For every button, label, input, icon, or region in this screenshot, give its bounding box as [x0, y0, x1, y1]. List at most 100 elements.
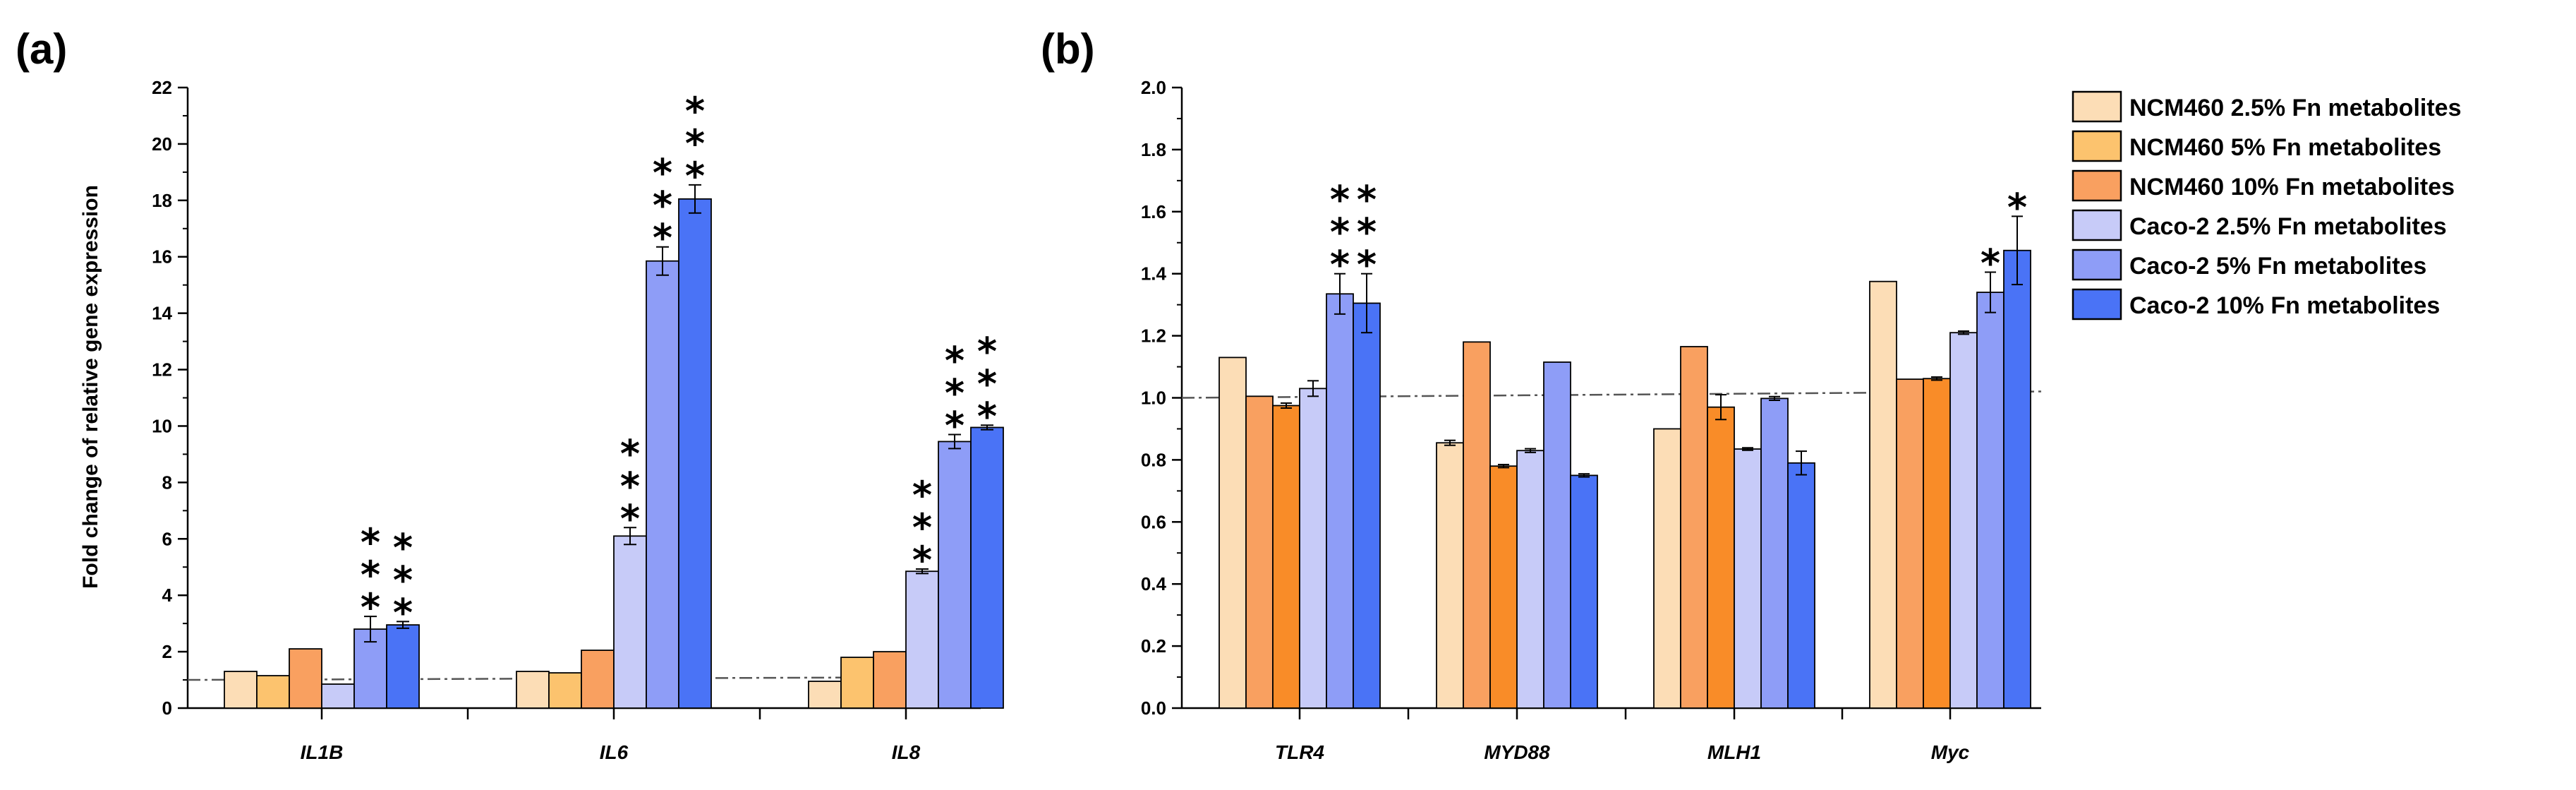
significance-star-a: * [977, 329, 997, 373]
bar-b [1272, 405, 1300, 709]
significance-star-a: * [685, 121, 705, 166]
bar-b [1976, 292, 2004, 709]
y-tick-label-a: 20 [152, 133, 172, 155]
y-tick-label-b: 0.6 [1141, 511, 1166, 532]
significance-star-b: * [1330, 210, 1350, 255]
y-tick-label-a: 22 [152, 77, 172, 98]
significance-star-b: * [1981, 241, 2000, 286]
y-tick-label-b: 0.8 [1141, 449, 1166, 470]
category-label-b: TLR4 [1275, 741, 1324, 763]
y-axis-title-a: Fold change of relative gene expression [79, 185, 102, 589]
significance-star-a: * [653, 216, 672, 261]
bar-b [1245, 395, 1274, 709]
significance-star-b: * [1357, 178, 1377, 222]
bar-b [1869, 280, 1897, 709]
significance-star-a: * [653, 184, 672, 228]
y-tick-label-a: 14 [152, 303, 172, 324]
legend-label-0: NCM460 2.5% Fn metabolites [2129, 95, 2461, 121]
significance-star-b: * [1330, 178, 1350, 222]
bar-a [646, 260, 679, 709]
bar-a [970, 426, 1004, 709]
y-tick-label-a: 10 [152, 415, 172, 436]
legend-swatch-1 [2072, 130, 2122, 162]
significance-star-a: * [361, 553, 380, 597]
significance-star-a: * [393, 558, 413, 602]
bar-b [1516, 450, 1544, 709]
significance-star-a: * [912, 473, 932, 517]
legend-label-1: NCM460 5% Fn metabolites [2129, 134, 2441, 161]
bar-b [1436, 442, 1464, 709]
category-label-b: Myc [1931, 741, 1970, 763]
bar-b [1680, 346, 1708, 709]
bar-b [1653, 428, 1681, 709]
significance-star-a: * [620, 496, 640, 541]
y-tick-label-b: 0.4 [1141, 573, 1167, 594]
y-tick-label-b: 2.0 [1141, 77, 1166, 98]
legend-label-2: NCM460 10% Fn metabolites [2129, 174, 2455, 201]
significance-star-b: * [2007, 185, 2027, 229]
chart-panel-b: 0.0 0.2 0.4 0.6 0.8 1.0 1.2 1.4 1.6 1.8 2.0 TLR4 MYD… [1141, 77, 2042, 763]
category-label-a: IL8 [892, 741, 921, 763]
bar-a [289, 648, 322, 709]
legend: NCM460 2.5% Fn metabolites NCM460 5% Fn … [2072, 90, 2461, 321]
bar-a [516, 671, 550, 709]
legend-swatch-2 [2072, 169, 2122, 202]
bar-b [1353, 302, 1381, 709]
bar-a [548, 672, 582, 709]
y-tick-label-a: 0 [162, 698, 172, 719]
bar-a [938, 441, 972, 709]
significance-star-a: * [945, 371, 965, 415]
bar-a [905, 570, 939, 709]
bar-a [808, 681, 842, 709]
significance-star-b: * [1357, 243, 1377, 287]
panel-label-a: (a) [16, 25, 67, 73]
category-label-b: MYD88 [1484, 741, 1550, 763]
bar-a [224, 671, 258, 709]
panel-label-b: (b) [1041, 25, 1095, 73]
category-label-a: IL1B [301, 741, 344, 763]
y-tick-label-b: 1.6 [1141, 201, 1166, 222]
significance-star-a: * [685, 154, 705, 198]
bar-a [873, 651, 907, 709]
y-tick-label-b: 1.2 [1141, 325, 1166, 347]
bar-a [386, 624, 420, 709]
bar-b [1896, 378, 1924, 709]
bar-b [1219, 357, 1247, 709]
bar-b [1543, 361, 1571, 709]
significance-star-a: * [912, 538, 932, 582]
legend-label-3: Caco-2 2.5% Fn metabolites [2129, 213, 2447, 240]
y-tick-label-a: 18 [152, 190, 172, 211]
bar-b [1949, 332, 1978, 709]
y-tick-label-b: 1.8 [1141, 139, 1166, 160]
y-tick-label-b: 0.0 [1141, 698, 1166, 719]
legend-swatch-3 [2072, 209, 2122, 241]
significance-star-b: * [1357, 210, 1377, 255]
bar-b [1299, 388, 1327, 709]
bar-a [321, 683, 355, 709]
y-tick-label-b: 0.2 [1141, 635, 1166, 657]
category-label-b: MLH1 [1707, 741, 1761, 763]
bar-b [1923, 378, 1951, 709]
bar-b [1489, 465, 1518, 709]
y-tick-label-a: 12 [152, 359, 172, 381]
significance-star-a: * [620, 464, 640, 508]
legend-swatch-0 [2072, 90, 2122, 123]
bar-b [1707, 406, 1735, 709]
y-tick-label-a: 4 [162, 585, 173, 606]
significance-star-a: * [620, 431, 640, 476]
bar-b [1463, 341, 1491, 709]
bar-a [678, 198, 712, 709]
significance-star-b: * [1330, 243, 1350, 287]
bar-a [840, 657, 874, 709]
significance-star-a: * [977, 394, 997, 438]
bar-b [2003, 249, 2031, 709]
significance-star-a: * [685, 89, 705, 133]
significance-star-a: * [361, 585, 380, 630]
legend-swatch-4 [2072, 249, 2122, 281]
significance-star-a: * [653, 151, 672, 196]
bar-b [1787, 462, 1815, 709]
y-tick-label-b: 1.4 [1141, 263, 1167, 285]
bar-a [581, 650, 615, 709]
